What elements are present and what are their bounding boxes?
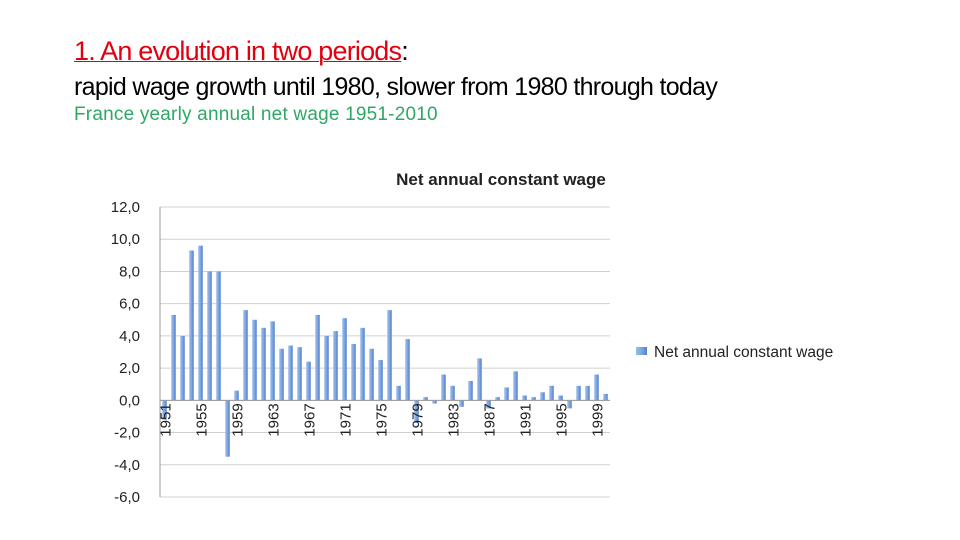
slide-title: 1. An evolution in two periods: xyxy=(74,36,409,66)
bar-1951 xyxy=(162,400,167,420)
x-tick-label: 1999 xyxy=(590,403,607,436)
y-tick-label: -4,0 xyxy=(114,457,140,474)
bar-1981 xyxy=(432,400,437,404)
bar-1969 xyxy=(324,335,329,401)
x-tick-label: 1991 xyxy=(518,403,535,436)
x-tick-label: 1955 xyxy=(194,403,211,436)
legend-swatch xyxy=(636,347,647,355)
slide-subtitle: rapid wage growth until 1980, slower fro… xyxy=(74,73,718,101)
bar-1989 xyxy=(504,387,509,401)
x-tick-label: 1971 xyxy=(338,403,355,436)
bar-1990 xyxy=(513,371,518,401)
bar-1963 xyxy=(270,321,275,401)
bar-1974 xyxy=(369,348,374,401)
bar-1956 xyxy=(207,271,212,401)
bar-1987 xyxy=(486,400,491,409)
y-tick-label: -6,0 xyxy=(114,489,140,506)
bar-1953 xyxy=(180,335,185,401)
bar-1977 xyxy=(396,385,401,401)
bar-1994 xyxy=(549,385,554,401)
bar-1988 xyxy=(495,397,500,401)
y-tick-label: 8,0 xyxy=(119,263,140,280)
bar-1972 xyxy=(351,343,356,401)
bar-1995 xyxy=(558,395,563,401)
x-tick-label: 1983 xyxy=(446,403,463,436)
bar-1998 xyxy=(585,385,590,401)
x-tick-label: 1963 xyxy=(266,403,283,436)
bar-1959 xyxy=(234,390,239,401)
y-tick-label: 6,0 xyxy=(119,296,140,313)
bar-2000 xyxy=(603,393,608,401)
x-tick-label: 1975 xyxy=(374,403,391,436)
chart-caption: France yearly annual net wage 1951-2010 xyxy=(74,104,438,125)
chart-title: Net annual constant wage xyxy=(396,170,606,189)
bar-1993 xyxy=(540,392,545,401)
bar-1982 xyxy=(441,374,446,401)
x-tick-label: 1959 xyxy=(230,403,247,436)
bar-1958 xyxy=(225,400,230,457)
bar-1984 xyxy=(459,400,464,407)
bar-1971 xyxy=(342,318,347,401)
bar-1979 xyxy=(414,400,419,423)
legend-label: Net annual constant wage xyxy=(654,344,833,361)
bar-1999 xyxy=(594,374,599,401)
x-tick-label: 1995 xyxy=(554,403,571,436)
bar-1986 xyxy=(477,358,482,401)
bar-1954 xyxy=(189,250,194,401)
bar-1980 xyxy=(423,397,428,401)
y-tick-label: 2,0 xyxy=(119,360,140,377)
bar-1976 xyxy=(387,310,392,401)
bar-1997 xyxy=(576,385,581,401)
bar-1992 xyxy=(531,397,536,401)
x-tick-label: 1951 xyxy=(158,403,175,436)
bar-1968 xyxy=(315,314,320,401)
bar-1961 xyxy=(252,319,257,401)
y-tick-label: 12,0 xyxy=(111,199,140,216)
bar-1952 xyxy=(171,314,176,401)
bar-1973 xyxy=(360,327,365,401)
bar-1955 xyxy=(198,245,203,401)
x-tick-label: 1967 xyxy=(302,403,319,436)
bar-1975 xyxy=(378,360,383,401)
bar-1985 xyxy=(468,381,473,401)
bar-1966 xyxy=(297,347,302,401)
x-tick-label: 1987 xyxy=(482,403,499,436)
y-tick-label: 0,0 xyxy=(119,392,140,409)
bar-1964 xyxy=(279,348,284,401)
slide-title-main: 1. An evolution in two periods xyxy=(74,36,402,66)
bar-1983 xyxy=(450,385,455,401)
bar-1991 xyxy=(522,395,527,401)
bar-1996 xyxy=(567,400,572,409)
bar-1957 xyxy=(216,271,221,401)
bar-1960 xyxy=(243,310,248,401)
y-tick-label: 4,0 xyxy=(119,328,140,345)
bar-1970 xyxy=(333,331,338,401)
y-tick-label: 10,0 xyxy=(111,231,140,248)
y-tick-label: -2,0 xyxy=(114,425,140,442)
bar-1962 xyxy=(261,327,266,401)
x-tick-label: 1979 xyxy=(410,403,427,436)
bar-1965 xyxy=(288,345,293,401)
bar-1967 xyxy=(306,361,311,401)
slide-title-colon: : xyxy=(401,36,408,66)
bar-1978 xyxy=(405,339,410,401)
